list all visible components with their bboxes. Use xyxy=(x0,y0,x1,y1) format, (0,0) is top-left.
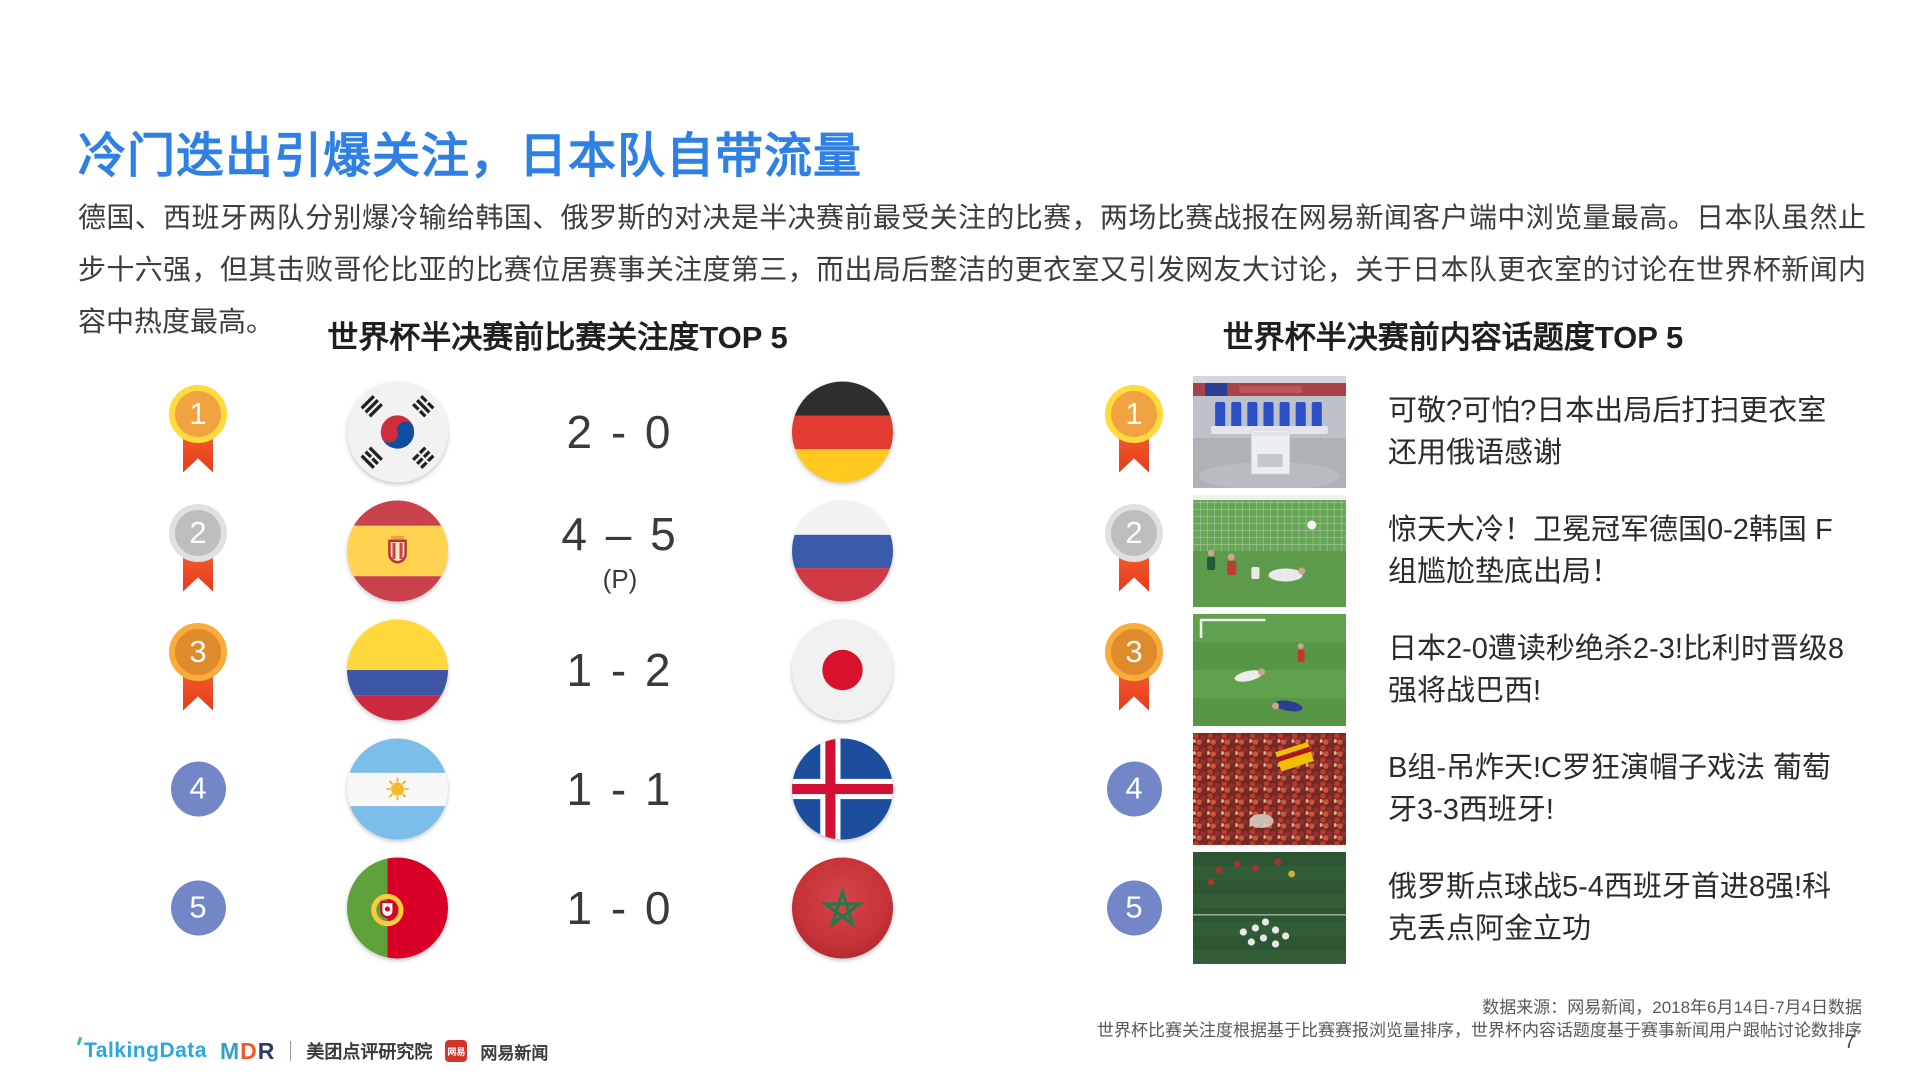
news-thumbnail-germany-korea-goal xyxy=(1193,494,1346,607)
rank-number: 2 xyxy=(1125,514,1143,550)
news-thumbnail-japan-locker-room xyxy=(1193,375,1346,488)
right-section-title: 世界杯半决赛前内容话题度TOP 5 xyxy=(1222,320,1684,355)
rank-cell: 3 xyxy=(163,622,233,717)
rank-badge-icon: 5 xyxy=(1106,880,1162,935)
left-section-title: 世界杯半决赛前比赛关注度TOP 5 xyxy=(327,320,788,355)
content-topic-ranking-list: 1 可敬?可怕?日本出局后打扫更衣室 还用俄语感谢 2 惊天大冷！卫冕冠军德国0-2韩… xyxy=(1075,372,1875,967)
morocco-flag-icon xyxy=(792,857,893,958)
germany-flag-icon xyxy=(792,381,893,482)
rank-number: 3 xyxy=(1125,633,1143,669)
medal-disc: 2 xyxy=(169,503,227,562)
score-note: (P) xyxy=(602,563,638,594)
rank-badge-icon: 5 xyxy=(170,880,226,935)
rank-number: 1 xyxy=(189,395,207,431)
match-score: 1 - 2 xyxy=(520,643,720,697)
medal-disc: 3 xyxy=(1105,622,1163,681)
mdr-letter: M xyxy=(219,1037,241,1064)
topic-row-5: 5 俄罗斯点球战5-4西班牙首进8强!科克丢点阿金立功 xyxy=(1075,848,1875,967)
rank-cell: 5 xyxy=(1099,880,1169,935)
match-row-4: 4 1 - 1 xyxy=(75,729,1000,848)
medal-disc: 1 xyxy=(169,384,227,443)
netease-news-logo: 网易新闻 xyxy=(480,1043,549,1063)
portugal-flag-icon xyxy=(347,857,448,958)
medal-disc: 1 xyxy=(1105,384,1163,443)
rank-cell: 4 xyxy=(163,761,233,816)
iceland-flag-icon xyxy=(792,738,893,839)
match-score: 1 - 1 xyxy=(520,762,720,816)
bronze-medal-icon: 3 xyxy=(1102,622,1166,717)
spain-flag-icon xyxy=(347,500,448,601)
ranking-method-line: 世界杯比赛关注度根据基于比赛赛报浏览量排序，世界杯内容话题度基于赛事新闻用户跟帖… xyxy=(1097,1021,1862,1040)
news-headline: 可敬?可怕?日本出局后打扫更衣室 还用俄语感谢 xyxy=(1388,394,1827,469)
south-korea-flag-icon xyxy=(347,381,448,482)
score-value: 1 - 1 xyxy=(566,762,674,815)
meituan-dianping-institute-logo: 美团点评研究院 xyxy=(306,1042,433,1062)
news-thumbnail-russia-spain-penalties xyxy=(1193,851,1346,964)
talkingdata-logo: TalkingData xyxy=(78,1039,207,1063)
topic-row-3: 3 日本2-0遭读秒绝杀2-3!比利时晋级8强将战巴西! xyxy=(1075,610,1875,729)
topic-row-1: 1 可敬?可怕?日本出局后打扫更衣室 还用俄语感谢 xyxy=(1075,372,1875,491)
rank-badge-icon: 4 xyxy=(1106,761,1162,816)
silver-medal-icon: 2 xyxy=(1102,503,1166,598)
page-title: 冷门迭出引爆关注，日本队自带流量 xyxy=(78,130,863,184)
rank-cell: 5 xyxy=(163,880,233,935)
gold-medal-icon: 1 xyxy=(1102,384,1166,479)
topic-row-2: 2 惊天大冷！卫冕冠军德国0-2韩国 F组尴尬垫底出局！ xyxy=(1075,491,1875,610)
silver-medal-icon: 2 xyxy=(166,503,230,598)
news-headline: B组-吊炸天!C罗狂演帽子戏法 葡萄牙3-3西班牙! xyxy=(1388,751,1832,826)
rank-number: 4 xyxy=(1125,770,1143,806)
netease-badge-icon: 网易 xyxy=(445,1040,468,1062)
news-headline: 俄罗斯点球战5-4西班牙首进8强!科克丢点阿金立功 xyxy=(1388,870,1832,945)
rank-cell: 1 xyxy=(163,384,233,479)
match-row-5: 5 1 - 0 xyxy=(75,848,1000,967)
rank-cell: 1 xyxy=(1099,384,1169,479)
rank-number: 1 xyxy=(1125,395,1143,431)
match-attention-ranking-list: 1 2 - 0 2 4 – 5 (P) 3 1 - 2 4 1 - 1 5 1 - 0 xyxy=(75,372,1000,967)
rank-number: 3 xyxy=(189,633,207,669)
rank-number: 5 xyxy=(189,889,207,925)
rank-cell: 3 xyxy=(1099,622,1169,717)
score-value: 2 - 0 xyxy=(566,405,674,458)
news-headline: 惊天大冷！卫冕冠军德国0-2韩国 F组尴尬垫底出局！ xyxy=(1388,513,1833,588)
mdr-letter: D xyxy=(240,1037,258,1064)
score-value: 1 - 0 xyxy=(566,881,674,934)
colombia-flag-icon xyxy=(347,619,448,720)
data-source-line: 数据来源：网易新闻，2018年6月14日-7月4日数据 xyxy=(1482,998,1862,1017)
argentina-flag-icon xyxy=(347,738,448,839)
score-value: 4 – 5 xyxy=(561,507,679,560)
rank-number: 2 xyxy=(189,514,207,550)
medal-disc: 2 xyxy=(1105,503,1163,562)
match-score: 1 - 0 xyxy=(520,881,720,935)
rank-cell: 4 xyxy=(1099,761,1169,816)
score-value: 1 - 2 xyxy=(566,643,674,696)
mdr-letter: R xyxy=(257,1037,276,1064)
rank-number: 4 xyxy=(189,770,207,806)
match-row-3: 3 1 - 2 xyxy=(75,610,1000,729)
topic-row-4: 4 B组-吊炸天!C罗狂演帽子戏法 葡萄牙3-3西班牙! xyxy=(1075,729,1875,848)
match-row-1: 1 2 - 0 xyxy=(75,372,1000,491)
gold-medal-icon: 1 xyxy=(166,384,230,479)
japan-flag-icon xyxy=(792,619,893,720)
rank-number: 5 xyxy=(1125,889,1143,925)
match-score: 4 – 5 (P) xyxy=(520,507,720,595)
news-headline: 日本2-0遭读秒绝杀2-3!比利时晋级8强将战巴西! xyxy=(1388,632,1845,707)
bronze-medal-icon: 3 xyxy=(166,622,230,717)
russia-flag-icon xyxy=(792,500,893,601)
rank-cell: 2 xyxy=(1099,503,1169,598)
page-number: 7 xyxy=(1844,1032,1855,1053)
news-thumbnail-portugal-spain-fans xyxy=(1193,732,1346,845)
rank-badge-icon: 4 xyxy=(170,761,226,816)
match-score: 2 - 0 xyxy=(520,405,720,459)
intro-paragraph: 德国、西班牙两队分别爆冷输给韩国、俄罗斯的对决是半决赛前最受关注的比赛，两场比赛… xyxy=(78,202,1866,337)
news-thumbnail-japan-belgium-match xyxy=(1193,613,1346,726)
rank-cell: 2 xyxy=(163,503,233,598)
medal-disc: 3 xyxy=(169,622,227,681)
logo-divider xyxy=(290,1041,292,1061)
match-row-2: 2 4 – 5 (P) xyxy=(75,491,1000,610)
